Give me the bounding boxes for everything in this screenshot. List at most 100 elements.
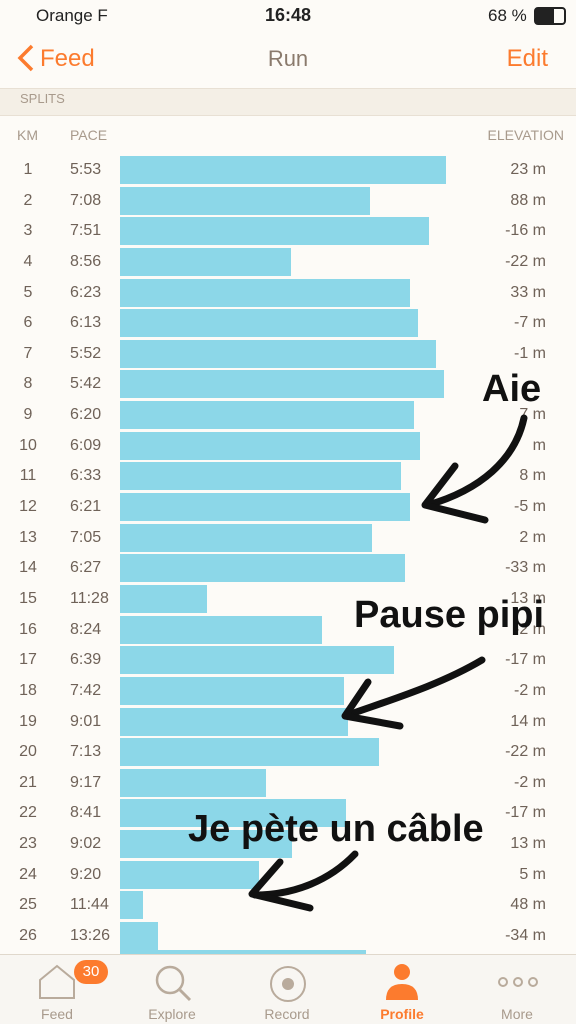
col-km: KM	[17, 127, 38, 143]
split-bar	[120, 768, 266, 797]
split-bar	[120, 186, 370, 215]
split-pace: 13:26	[70, 927, 111, 944]
split-pace: 5:52	[70, 344, 102, 362]
split-km: 26	[19, 927, 37, 944]
split-bar	[120, 799, 346, 828]
split-pace: 8:41	[70, 804, 102, 822]
split-elevation: -34 m	[505, 927, 546, 944]
split-bar	[120, 646, 394, 675]
tab-item[interactable]: Record	[264, 1006, 310, 1022]
split-pace: 6:13	[70, 314, 102, 332]
split-bar	[120, 401, 414, 430]
split-bar	[120, 584, 207, 613]
split-pace: 8:56	[70, 252, 102, 270]
split-bar	[120, 431, 420, 460]
nav-title: Run	[267, 46, 309, 71]
tab-item[interactable]: Feed	[41, 1006, 73, 1022]
split-km: 7	[23, 344, 33, 362]
tab-item[interactable]: Profile	[380, 1006, 424, 1022]
split-km: 23	[19, 835, 37, 853]
edit-button[interactable]: Edit	[506, 45, 548, 72]
tab-item[interactable]: Explore	[148, 1006, 196, 1022]
split-elevation: -17 m	[505, 651, 546, 669]
split-km: 17	[19, 651, 37, 669]
split-bar	[120, 247, 291, 276]
split-km: 13	[19, 528, 37, 546]
split-pace: 6:09	[70, 436, 102, 454]
split-km: 25	[19, 896, 37, 914]
split-km: 6	[23, 314, 33, 332]
split-bar	[120, 830, 292, 859]
split-bar	[120, 309, 418, 338]
split-bar	[120, 615, 322, 644]
split-elevation: 48 m	[510, 896, 546, 914]
clock: 16:48	[264, 5, 312, 25]
split-elevation: -33 m	[505, 559, 546, 577]
col-pace: PACE	[70, 127, 108, 143]
split-km: 15	[19, 589, 37, 607]
split-elevation: -22 m	[505, 743, 546, 761]
split-pace: 6:20	[70, 406, 102, 424]
split-pace: 6:39	[70, 651, 102, 669]
split-bar	[120, 462, 401, 491]
split-bar	[120, 493, 410, 522]
split-pace: 6:33	[70, 467, 102, 485]
split-elevation: -2 m	[514, 773, 546, 791]
split-pace: 11:28	[70, 589, 109, 607]
split-bar	[120, 676, 344, 705]
split-km: 12	[19, 498, 37, 516]
split-pace: 6:23	[70, 283, 102, 301]
split-elevation: -16 m	[505, 222, 546, 240]
back-chevron[interactable]	[16, 44, 36, 72]
split-km: 4	[23, 252, 33, 270]
split-elevation: m	[532, 436, 546, 454]
tab-icons	[39, 964, 538, 1002]
split-km: 19	[19, 712, 37, 730]
split-pace: 7:51	[70, 222, 102, 240]
split-bar	[120, 891, 143, 920]
split-bar	[120, 738, 379, 767]
split-km: 5	[23, 283, 33, 301]
notification-badge: 30	[74, 960, 108, 984]
split-km: 22	[19, 804, 37, 822]
back-button[interactable]: Feed	[40, 45, 95, 72]
split-elevation: 88 m	[510, 191, 546, 209]
split-pace: 9:20	[70, 865, 102, 883]
battery-label: 68 %	[488, 6, 527, 25]
split-bar	[120, 554, 405, 583]
split-pace: 5:53	[70, 161, 102, 178]
split-pace: 7:42	[70, 681, 102, 699]
split-km: 9	[23, 406, 33, 424]
split-bar	[120, 922, 158, 950]
carrier: Orange F	[36, 6, 108, 25]
split-elevation: 14 m	[510, 712, 546, 730]
split-pace: 7:08	[70, 191, 102, 209]
split-km: 14	[19, 559, 37, 577]
section-title: SPLITS	[20, 91, 65, 106]
split-km: 24	[19, 865, 37, 883]
split-km: 10	[19, 436, 37, 454]
split-pace: 9:02	[70, 835, 102, 853]
split-elevation: 5 m	[519, 865, 546, 883]
section-header	[0, 88, 576, 116]
split-elevation: -2 m	[514, 620, 546, 638]
split-km: 2	[23, 191, 33, 209]
annotation: Je pète un câble	[188, 808, 484, 850]
split-elevation: 13 m	[510, 589, 546, 607]
split-bar	[120, 156, 446, 184]
split-elevation: -2 m	[514, 681, 546, 699]
split-pace: 8:24	[70, 620, 102, 638]
col-elevation: ELEVATION	[487, 127, 564, 143]
annotation: Aie	[482, 368, 542, 410]
split-bar	[120, 860, 259, 889]
split-elevation: 33 m	[510, 283, 546, 301]
tab-item[interactable]: More	[501, 1006, 533, 1022]
split-elevation: 8 m	[519, 467, 546, 485]
split-pace: 5:42	[70, 375, 102, 393]
battery-icon	[534, 7, 566, 25]
split-pace: 7:05	[70, 528, 102, 546]
split-km: 16	[19, 620, 37, 638]
annotation: Pause pipi	[354, 594, 545, 636]
